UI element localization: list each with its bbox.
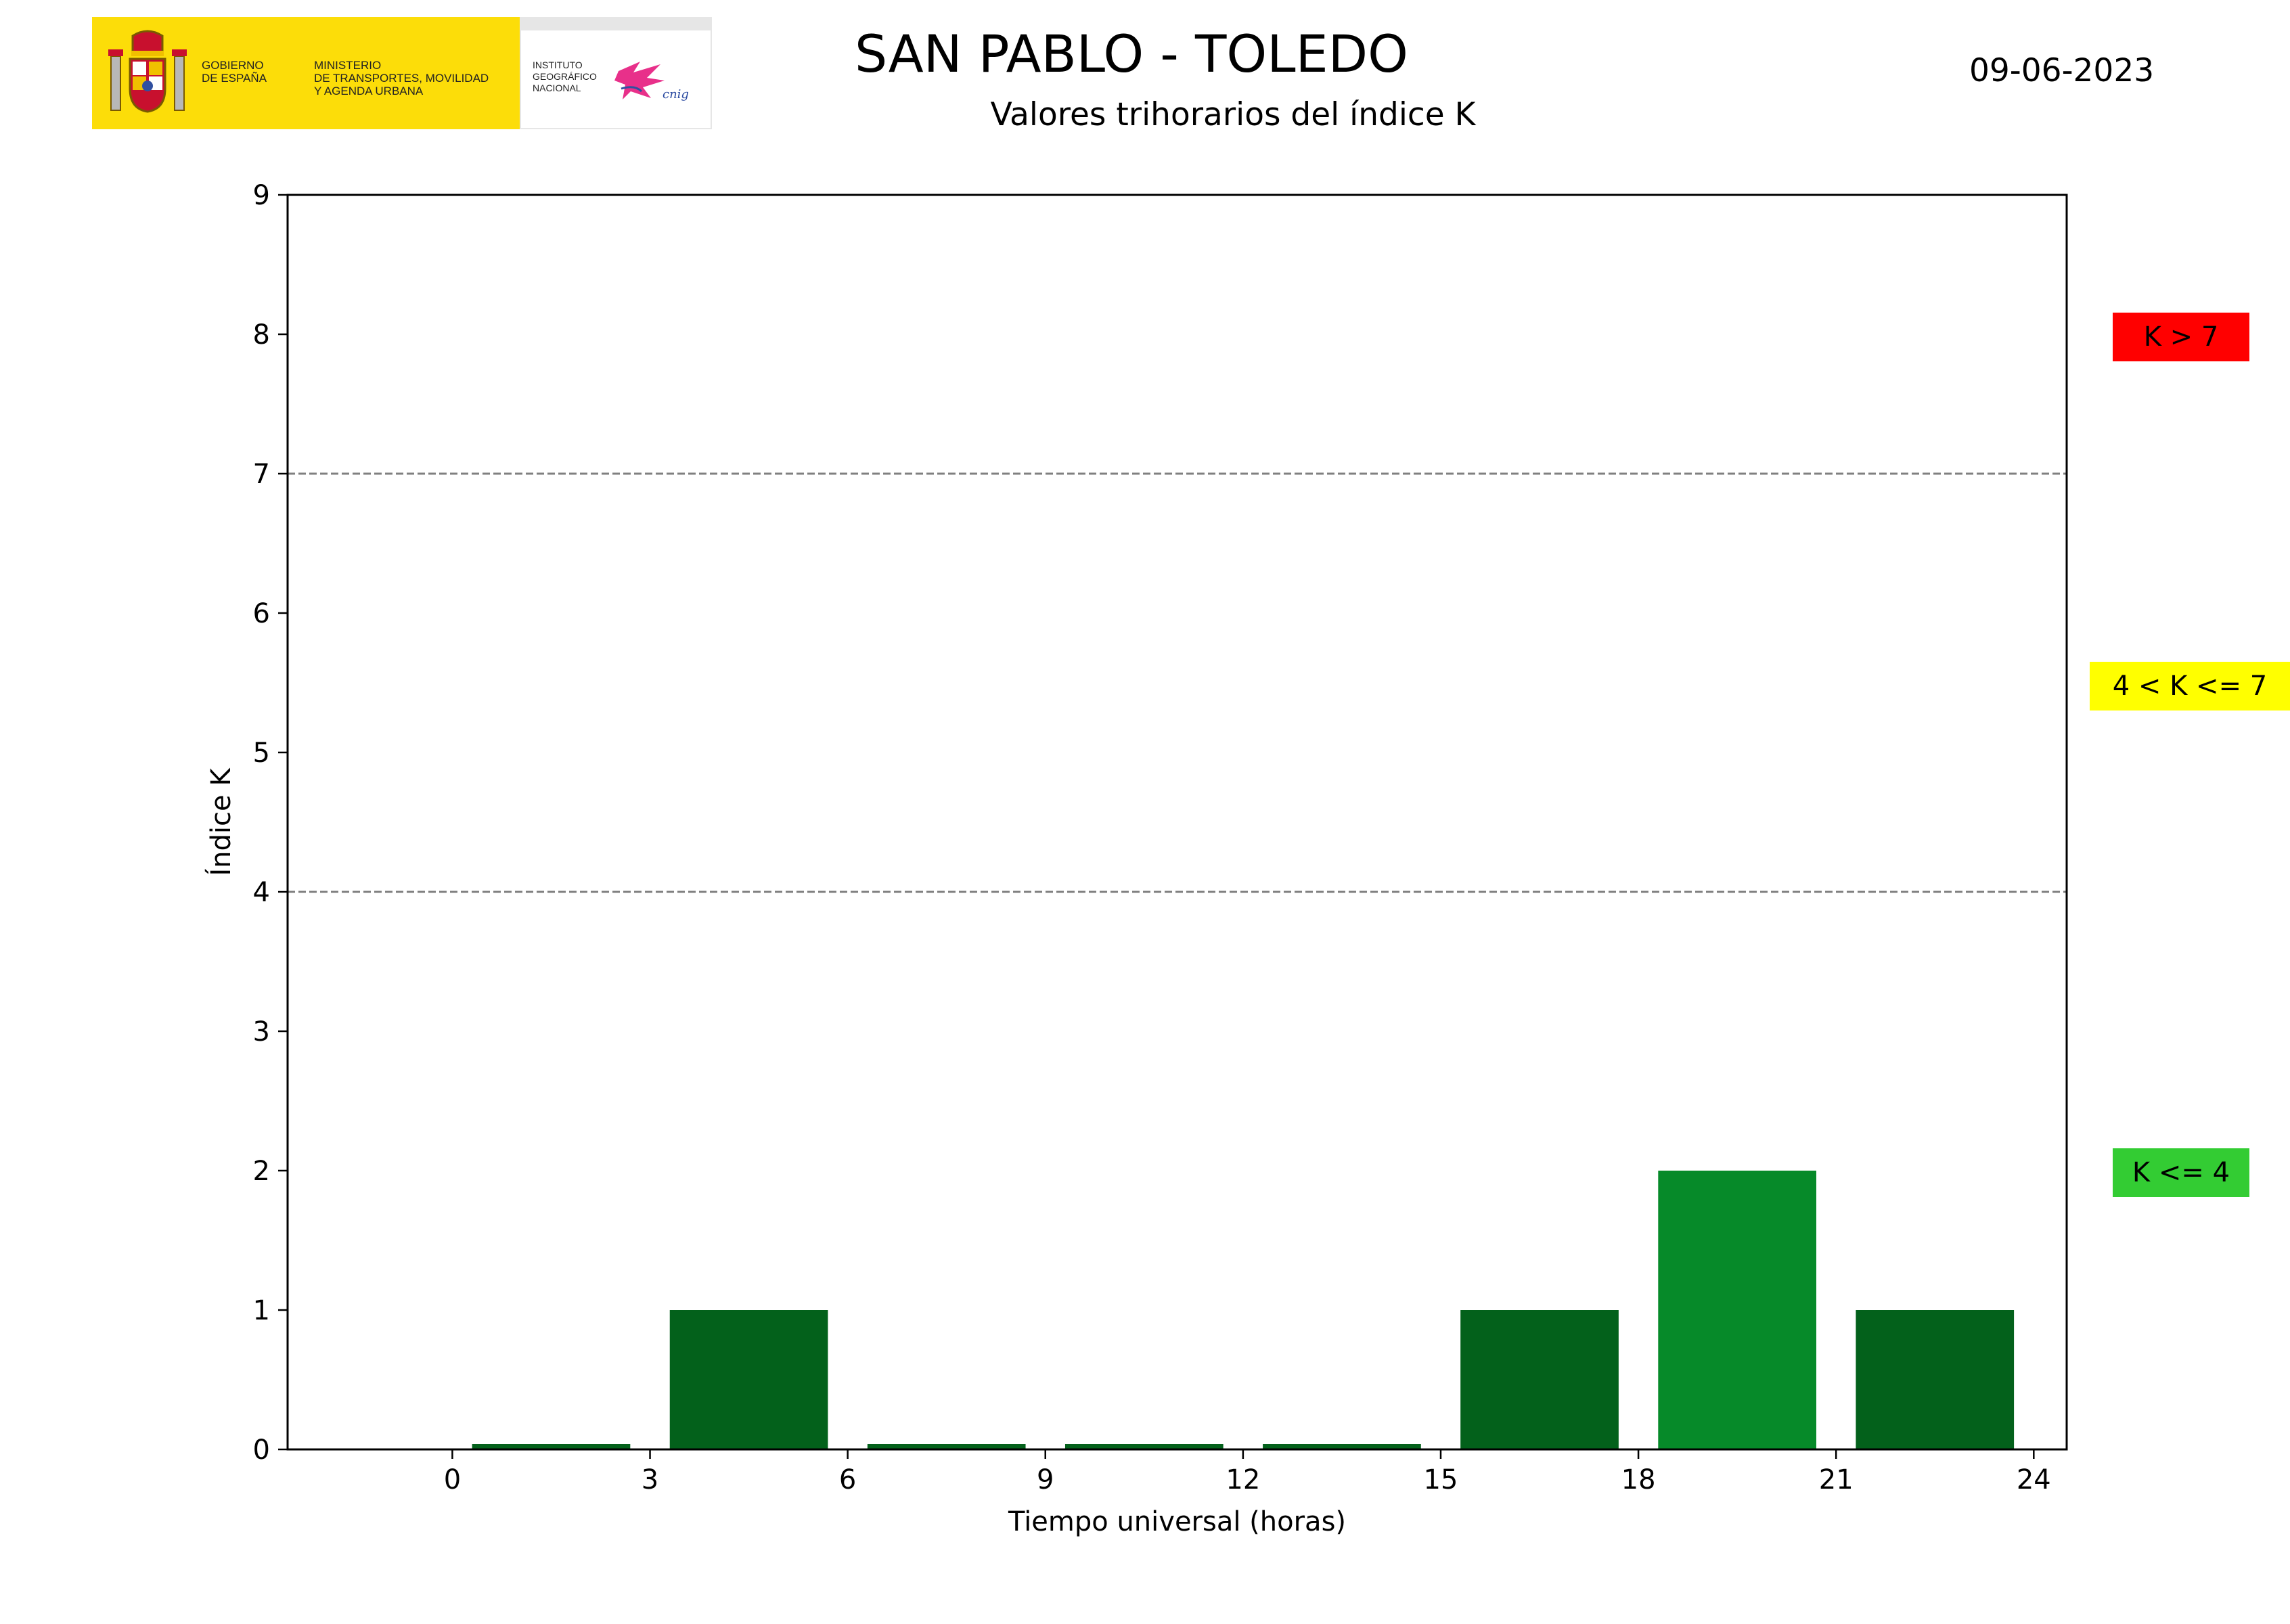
ministry-logo: GOBIERNO DE ESPAÑA MINISTERIO DE TRANSPO…	[92, 17, 712, 129]
logo-yellow-band: GOBIERNO DE ESPAÑA MINISTERIO DE TRANSPO…	[92, 17, 520, 129]
chart-title: SAN PABLO - TOLEDO	[855, 24, 1408, 84]
logo-ign-panel	[520, 17, 712, 129]
plot-frame	[286, 194, 2068, 1451]
x-tick-label: 6	[839, 1464, 856, 1495]
bar-1	[669, 1310, 828, 1449]
legend-k-medium: 4 < K <= 7	[2090, 662, 2290, 710]
logo-ministerio-text: MINISTERIO DE TRANSPORTES, MOVILIDAD Y A…	[314, 59, 489, 97]
chart-date: 09-06-2023	[1969, 52, 2155, 89]
y-axis-label: Índice K	[204, 767, 237, 876]
ign-splash-icon	[614, 62, 665, 99]
y-tick-label: 1	[253, 1295, 270, 1326]
x-tick-label: 3	[642, 1464, 658, 1495]
x-tick-label: 9	[1037, 1464, 1054, 1495]
y-tick-label: 4	[253, 877, 270, 908]
y-tick-label: 8	[253, 319, 270, 351]
bar-2	[867, 1444, 1026, 1449]
y-tick-label: 0	[253, 1435, 270, 1466]
x-tick-label: 0	[444, 1464, 461, 1495]
x-tick-label: 15	[1424, 1464, 1458, 1495]
y-tick-label: 9	[253, 180, 270, 211]
logo-gobierno-text: GOBIERNO DE ESPAÑA	[202, 59, 267, 85]
y-tick-label: 5	[253, 738, 270, 769]
y-tick-label: 6	[253, 598, 270, 629]
x-tick-label: 21	[1819, 1464, 1854, 1495]
chart-subtitle: Valores trihorarios del índice K	[990, 96, 1476, 133]
legend-k-low: K <= 4	[2113, 1148, 2249, 1197]
bar-7	[1856, 1310, 2015, 1449]
bar-5	[1460, 1310, 1619, 1449]
legend-k-high: K > 7	[2113, 313, 2249, 361]
logo-cnig-text: cnig	[663, 87, 689, 102]
x-tick-label: 24	[2017, 1464, 2051, 1495]
y-tick-label: 2	[253, 1156, 270, 1187]
bar-4	[1263, 1444, 1421, 1449]
y-tick-label: 3	[253, 1016, 270, 1047]
x-tick-label: 12	[1226, 1464, 1260, 1495]
x-axis-label: Tiempo universal (horas)	[1008, 1506, 1346, 1537]
logo-instituto-text: INSTITUTO GEOGRÁFICO NACIONAL	[533, 60, 597, 93]
bar-3	[1064, 1444, 1223, 1449]
bar-6	[1658, 1171, 1816, 1449]
bar-0	[472, 1444, 631, 1449]
y-tick-label: 7	[253, 459, 270, 490]
coat-of-arms-icon	[108, 30, 187, 113]
x-tick-label: 18	[1621, 1464, 1656, 1495]
